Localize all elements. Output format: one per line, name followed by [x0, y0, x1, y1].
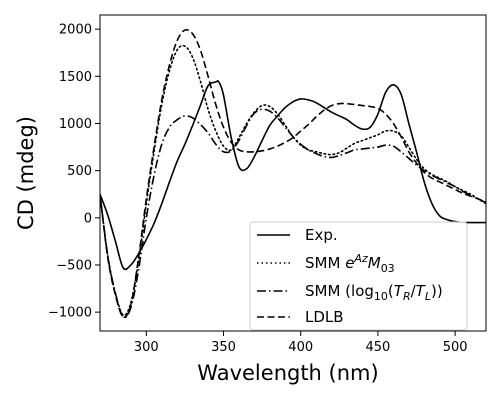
y-tick-label: −1000	[48, 306, 92, 321]
x-axis: 300 350 400 450 500	[134, 331, 468, 355]
x-tick-label: 500	[443, 340, 468, 355]
legend-label: LDLB	[305, 308, 344, 326]
plot-area-frame	[99, 14, 487, 332]
legend-label: Exp.	[305, 226, 338, 244]
x-tick-label: 300	[134, 340, 159, 355]
legend-box	[249, 221, 468, 331]
y-tick-label: 0	[84, 211, 92, 226]
x-tick-label: 450	[366, 340, 391, 355]
y-tick-label: 1000	[59, 117, 92, 132]
y-axis-label: CD (mdeg)	[14, 116, 38, 230]
y-tick-label: −500	[56, 258, 92, 273]
y-tick-label: 1500	[59, 70, 92, 85]
ldlb-series-line	[100, 28, 486, 318]
x-axis-label: Wavelength (nm)	[197, 361, 378, 385]
y-axis: −1000 −500 0 500 1000 1500 2000	[48, 23, 100, 321]
x-tick-label: 400	[288, 340, 313, 355]
x-tick-label: 350	[211, 340, 236, 355]
series-layer	[100, 28, 486, 319]
legend: Exp. SMM eAzM03 SMM (log10(TR/TL)) LDLB	[249, 221, 468, 331]
y-tick-label: 500	[67, 164, 92, 179]
legend-label: SMM eAzM03	[305, 252, 395, 275]
y-tick-label: 2000	[59, 23, 92, 38]
smm-eaz-series-line	[100, 44, 486, 317]
legend-label: SMM (log10(TR/TL))	[305, 282, 443, 303]
